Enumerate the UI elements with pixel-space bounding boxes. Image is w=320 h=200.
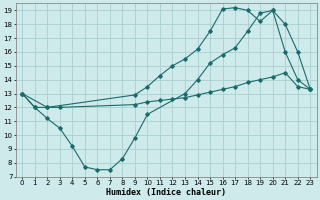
X-axis label: Humidex (Indice chaleur): Humidex (Indice chaleur) [106,188,226,197]
